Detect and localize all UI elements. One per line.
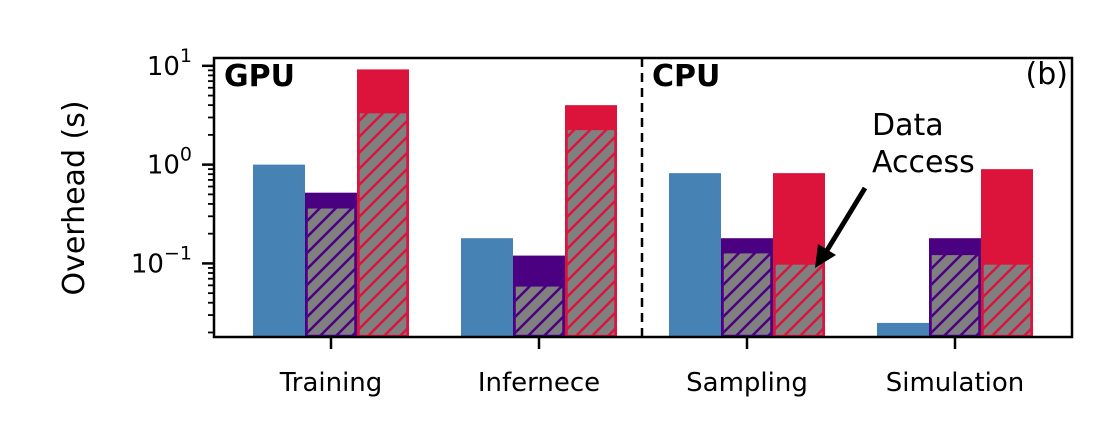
- data-access-segment-series-3-infernece: [565, 127, 617, 338]
- y-axis: 101 100 10−1: [131, 45, 214, 334]
- region-label-cpu: CPU: [652, 59, 720, 94]
- y-tick-label: 101: [147, 45, 192, 82]
- y-tick-label: 10−1: [131, 242, 192, 279]
- annotation-arrow-shaft: [823, 186, 868, 254]
- x-axis: Training Infernece Sampling Simulation: [279, 337, 1025, 398]
- y-tick-label: 100: [147, 144, 192, 181]
- data-access-segment-series-2-training: [305, 206, 357, 338]
- y-axis-label: Overhead (s): [57, 100, 92, 295]
- data-access-segment-series-2-simulation: [929, 252, 981, 338]
- bar-series-1-sampling: [669, 173, 721, 337]
- x-tick-label-infernece: Infernece: [478, 368, 600, 398]
- bar-series-1-simulation: [877, 322, 929, 337]
- data-access-segment-series-3-simulation: [981, 262, 1033, 338]
- bar-series-1-infernece: [461, 238, 513, 337]
- bars-layer: [253, 69, 1033, 338]
- annotation-arrow-head: [815, 244, 836, 268]
- x-tick-label-simulation: Simulation: [886, 368, 1025, 398]
- panel-label: (b): [1026, 57, 1068, 92]
- x-tick-label-sampling: Sampling: [686, 368, 808, 398]
- region-label-gpu: GPU: [224, 59, 295, 94]
- data-access-segment-series-2-sampling: [721, 250, 773, 338]
- data-access-segment-series-2-infernece: [513, 284, 565, 338]
- data-access-segment-series-3-sampling: [773, 262, 825, 338]
- x-tick-label-training: Training: [279, 368, 383, 398]
- bar-series-1-training: [253, 164, 305, 337]
- annotation-line-2: Access: [872, 145, 975, 180]
- data-access-segment-series-3-training: [357, 110, 409, 338]
- annotation-line-1: Data: [872, 108, 944, 143]
